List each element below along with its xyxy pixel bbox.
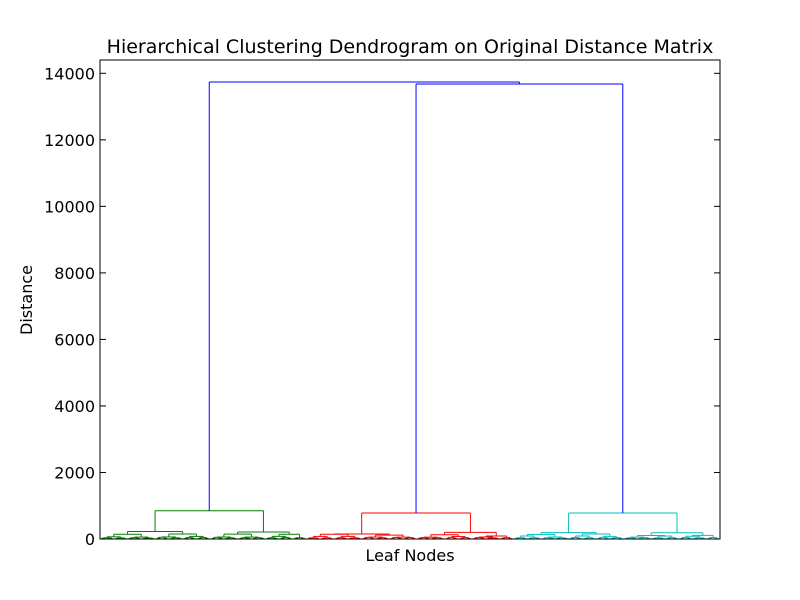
cluster-1	[307, 512, 513, 540]
y-tick-label: 10000	[44, 197, 95, 216]
y-tick-label: 14000	[44, 64, 95, 83]
y-tick-label: 12000	[44, 131, 95, 150]
upper-links	[208, 81, 624, 514]
y-tick-label: 0	[85, 530, 95, 549]
y-tick-label: 6000	[54, 330, 95, 349]
chart-title: Hierarchical Clustering Dendrogram on Or…	[107, 36, 714, 58]
y-tick-label: 8000	[54, 264, 95, 283]
y-axis-ticks: 0 2000 4000 6000 8000 10000 12000 14000	[44, 64, 720, 549]
y-tick-label: 4000	[54, 397, 95, 416]
x-axis-label: Leaf Nodes	[365, 546, 454, 565]
y-axis-label: Distance	[17, 265, 36, 335]
cluster-subtrees	[101, 510, 719, 540]
plot-frame	[99, 59, 721, 540]
cluster-2	[514, 512, 719, 540]
y-tick-label: 2000	[54, 463, 95, 482]
cluster-0	[101, 510, 306, 540]
